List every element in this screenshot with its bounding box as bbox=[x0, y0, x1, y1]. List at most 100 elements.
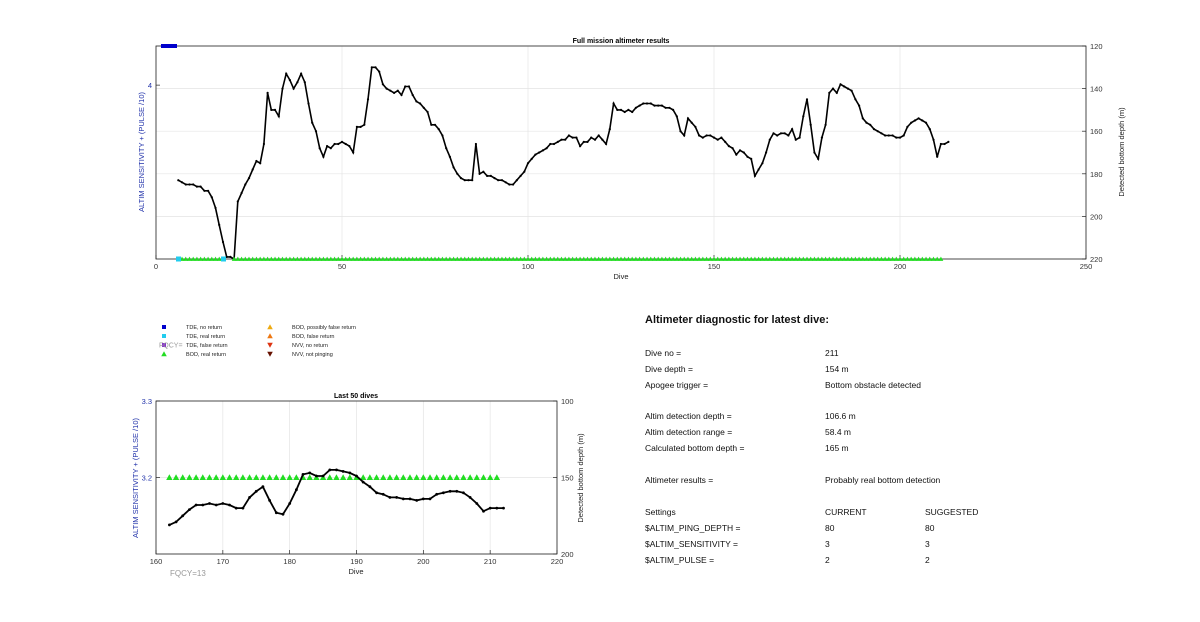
full-mission-left-ytick-label: 4 bbox=[148, 81, 152, 90]
dive-no-value: 211 bbox=[825, 348, 839, 358]
full-mission-bod-marker bbox=[313, 256, 319, 261]
full-mission-depth-point bbox=[791, 128, 794, 131]
full-mission-bod-marker bbox=[771, 256, 776, 261]
last-50-bod-marker bbox=[346, 474, 354, 481]
full-mission-depth-point bbox=[549, 142, 552, 146]
full-mission-depth-point bbox=[698, 134, 701, 137]
calculated-bottom-depth-label: Calculated bottom depth = bbox=[645, 443, 745, 453]
last-50-bod-marker bbox=[273, 474, 280, 481]
last-50-depth-point bbox=[341, 470, 345, 473]
full-mission-depth-point bbox=[400, 93, 403, 97]
legend-marker-triangle-down bbox=[267, 351, 273, 357]
last-50-depth-point bbox=[281, 512, 285, 516]
full-mission-depth-point bbox=[738, 149, 742, 152]
full-mission-depth-point bbox=[750, 157, 753, 160]
full-mission-depth-point bbox=[724, 140, 727, 143]
full-mission-bod-marker bbox=[436, 256, 442, 261]
last-50-grid bbox=[155, 400, 558, 555]
full-mission-bod-marker bbox=[570, 256, 576, 261]
last-50-bod-marker bbox=[259, 474, 267, 481]
last-50-bod-marker bbox=[166, 474, 173, 481]
full-mission-depth-point bbox=[657, 104, 660, 107]
full-mission-depth-point bbox=[251, 168, 254, 171]
full-mission-depth-point bbox=[192, 183, 195, 186]
full-mission-bod-marker bbox=[715, 256, 721, 261]
full-mission-bod-marker bbox=[510, 256, 516, 261]
full-mission-bod-marker bbox=[890, 256, 895, 261]
last-50-xtick-label: 190 bbox=[350, 557, 363, 566]
full-mission-bod-marker bbox=[737, 256, 743, 261]
last-50-bod-marker bbox=[293, 474, 300, 481]
full-mission-depth-point bbox=[839, 83, 842, 86]
legend-overlay-fqcy: FQCY= bbox=[159, 343, 183, 350]
full-mission-depth-point bbox=[422, 106, 425, 109]
last-50-depth-point bbox=[381, 492, 385, 496]
last-50-bod-marker bbox=[359, 474, 367, 481]
full-mission-depth-point bbox=[445, 147, 448, 150]
full-mission-bod-marker bbox=[759, 256, 765, 261]
last-50-depth-point bbox=[301, 473, 305, 476]
full-mission-bod-marker bbox=[804, 256, 810, 261]
full-mission-depth-point bbox=[281, 87, 284, 90]
full-mission-depth-point bbox=[943, 142, 946, 146]
full-mission-depth-point bbox=[612, 102, 615, 105]
full-mission-depth-point bbox=[300, 72, 303, 75]
full-mission-bod-marker bbox=[767, 256, 773, 261]
full-mission-depth-point bbox=[292, 87, 295, 90]
full-mission-bod-marker bbox=[838, 256, 843, 261]
full-mission-bod-marker bbox=[916, 256, 921, 261]
full-mission-bod-marker bbox=[901, 256, 907, 261]
full-mission-bod-marker bbox=[655, 256, 661, 261]
last-50-bod-markers bbox=[166, 474, 501, 481]
full-mission-xtick-label: 0 bbox=[154, 262, 158, 271]
full-mission-bod-marker bbox=[499, 256, 505, 261]
full-mission-depth-point bbox=[694, 125, 697, 128]
full-mission-bod-marker bbox=[882, 256, 888, 261]
full-mission-depth-point bbox=[876, 130, 879, 133]
altim-detection-range-value: 58.4 m bbox=[825, 427, 851, 437]
full-mission-depth-point bbox=[463, 179, 466, 182]
full-mission-bod-marker bbox=[726, 256, 732, 261]
full-mission-depth-point bbox=[471, 179, 474, 182]
legend-item-label: TDE, no return bbox=[186, 325, 222, 331]
full-mission-depth-point bbox=[921, 119, 924, 122]
full-mission-depth-point bbox=[768, 138, 771, 141]
full-mission-bod-marker bbox=[421, 256, 427, 261]
full-mission-bod-marker bbox=[897, 256, 903, 261]
last-50-bod-marker bbox=[339, 474, 347, 481]
full-mission-bod-marker bbox=[782, 256, 788, 261]
full-mission-depth-point bbox=[340, 140, 344, 143]
full-mission-bod-marker bbox=[700, 256, 706, 261]
full-mission-bod-markers bbox=[179, 256, 944, 261]
full-mission-title: Full mission altimeter results bbox=[573, 38, 670, 45]
full-mission-depth-point bbox=[363, 123, 366, 126]
full-mission-depth-point bbox=[415, 100, 418, 103]
last-50-xtick-label: 170 bbox=[217, 557, 230, 566]
calculated-bottom-depth-value: 165 m bbox=[825, 443, 849, 453]
full-mission-bod-marker bbox=[659, 256, 665, 261]
legend-marker-square bbox=[162, 334, 166, 338]
full-mission-bod-marker bbox=[507, 256, 512, 261]
full-mission-depth-point bbox=[753, 174, 757, 177]
full-mission-bod-marker bbox=[332, 256, 337, 261]
full-mission-depth-point bbox=[586, 140, 589, 143]
tde-no-return-marker-bar bbox=[161, 44, 177, 48]
legend-marker-square bbox=[162, 325, 166, 329]
altimeter-results-label: Altimeter results = bbox=[645, 475, 714, 485]
full-mission-depth-point bbox=[218, 223, 221, 226]
full-mission-depth-point bbox=[504, 181, 507, 184]
full-mission-depth-point bbox=[519, 174, 522, 177]
full-mission-depth-point bbox=[247, 177, 251, 180]
full-mission-right-ytick-label: 200 bbox=[1090, 212, 1103, 221]
full-mission-depth-point bbox=[686, 117, 690, 120]
full-mission-bod-marker bbox=[730, 256, 735, 261]
full-mission-depth-point bbox=[906, 125, 909, 128]
full-mission-bod-marker bbox=[693, 256, 698, 261]
full-mission-bod-marker bbox=[391, 256, 397, 261]
full-mission-bod-marker bbox=[454, 256, 460, 261]
full-mission-bod-marker bbox=[707, 256, 713, 261]
last-50-bod-marker bbox=[226, 474, 233, 481]
full-mission-grid bbox=[155, 45, 1087, 260]
last-50-xtick-label: 210 bbox=[484, 557, 497, 566]
full-mission-depth-point bbox=[523, 170, 526, 173]
